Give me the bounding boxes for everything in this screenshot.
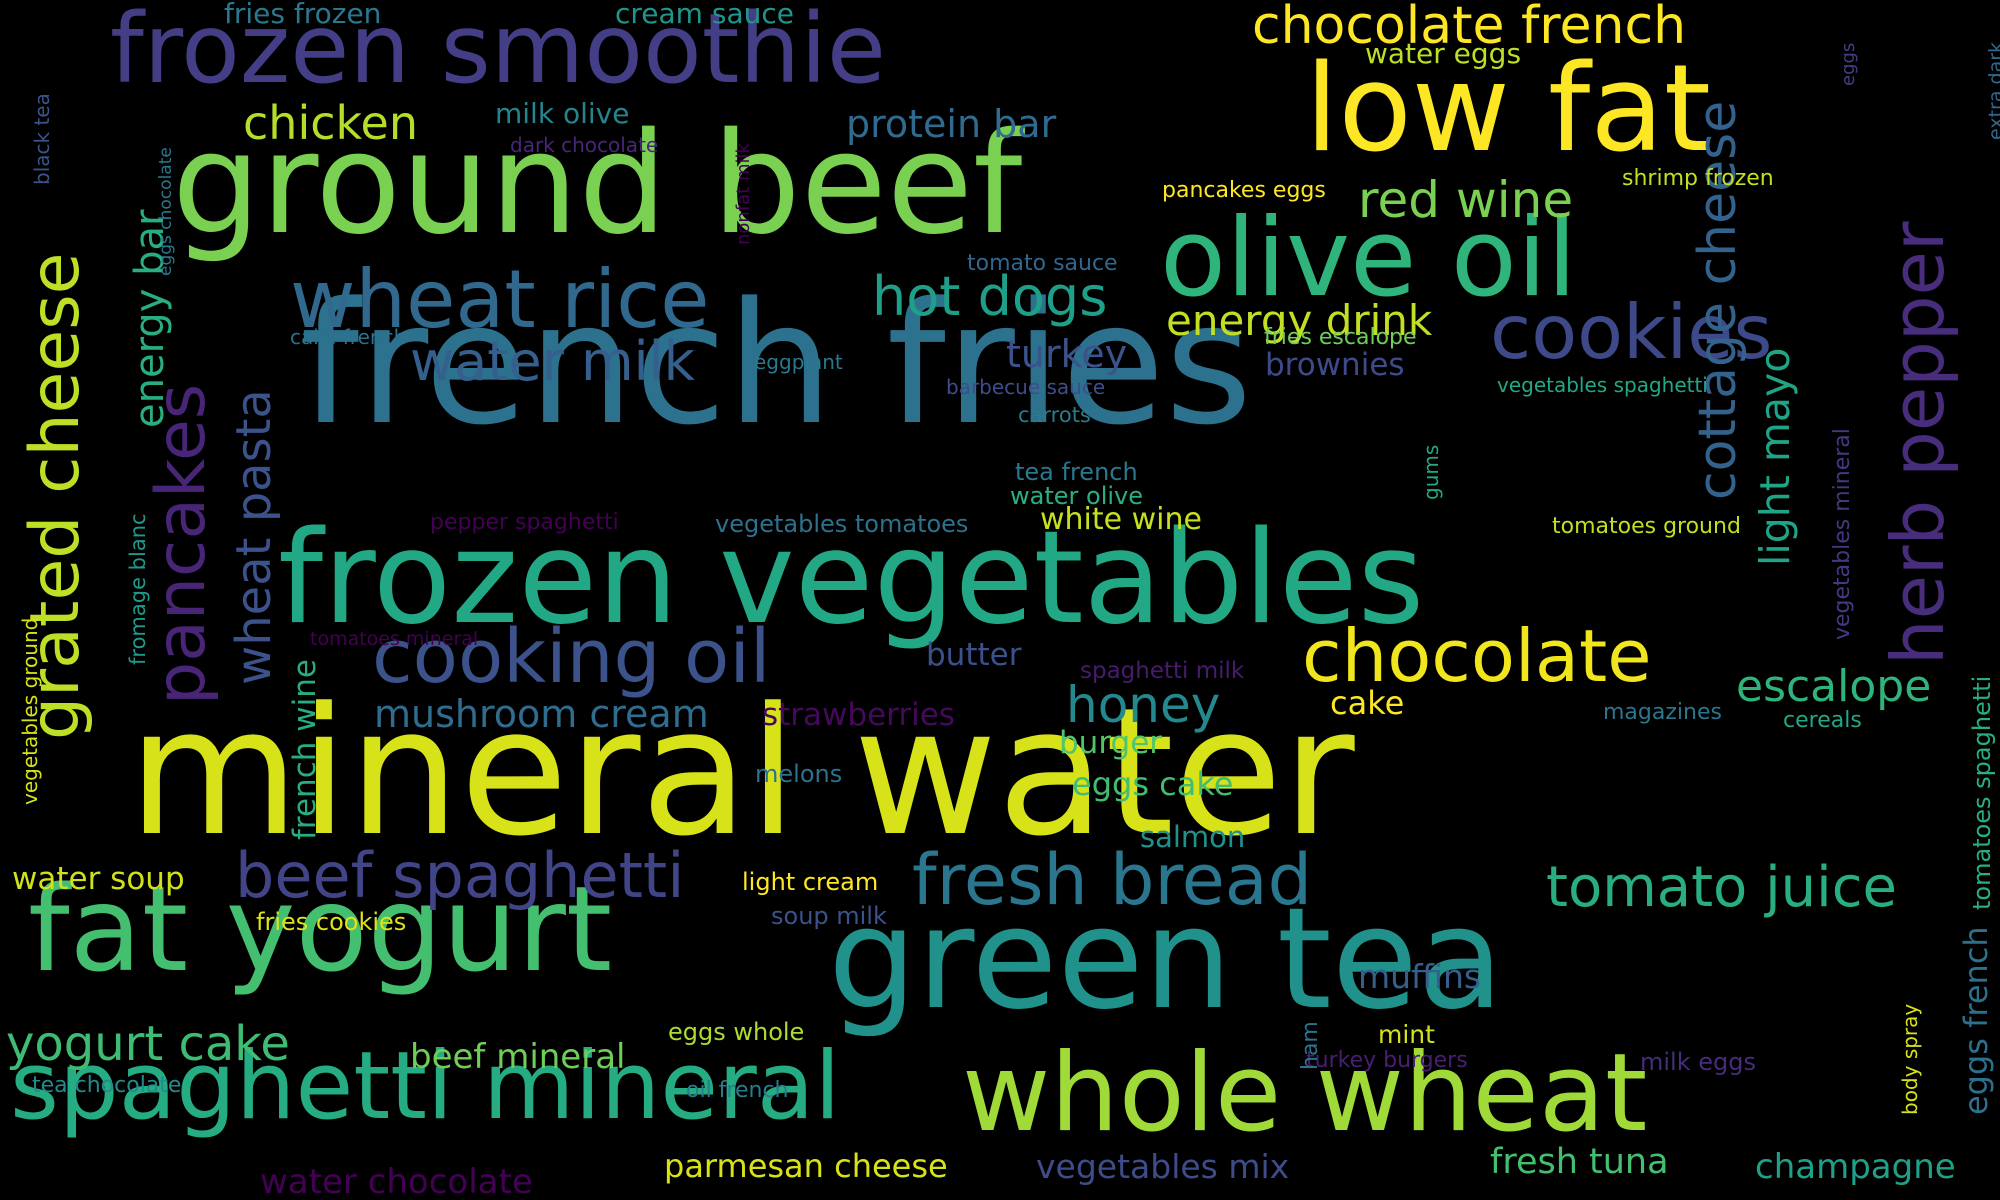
word: low fat: [1305, 40, 1711, 179]
word: vegetables mineral: [1830, 428, 1855, 640]
word: carrots: [1018, 403, 1091, 427]
word: cereals: [1783, 708, 1862, 733]
word: vegetables mix: [1036, 1147, 1290, 1186]
word: tea chocolate: [32, 1073, 182, 1098]
word: beef mineral: [410, 1037, 626, 1077]
word: fries frozen: [224, 0, 382, 30]
word: muffins: [1358, 957, 1482, 996]
word: nonfat milk: [733, 143, 754, 245]
word: herb pepper: [1876, 221, 1960, 665]
word: eggs whole: [668, 1018, 805, 1046]
word: eggplant: [754, 350, 843, 374]
word: water eggs: [1365, 37, 1522, 70]
word: cooking oil: [372, 614, 771, 700]
word: protein bar: [846, 102, 1057, 146]
word: extra dark: [1985, 41, 2000, 140]
word: gums: [1419, 444, 1443, 500]
word: energy drink: [1166, 296, 1433, 345]
word: pepper spaghetti: [430, 510, 619, 535]
word: turkey: [1006, 332, 1128, 376]
word: parmesan cheese: [664, 1147, 948, 1185]
word: tomato sauce: [967, 251, 1118, 276]
word: pancakes: [142, 383, 221, 705]
word: soup milk: [771, 902, 887, 930]
word: fries cookies: [256, 908, 407, 936]
word: oil french: [686, 1078, 789, 1103]
word: eggs cake: [1072, 765, 1234, 803]
word: salmon: [1140, 820, 1246, 854]
word: pancakes eggs: [1162, 178, 1326, 203]
word: light cream: [742, 868, 879, 896]
word: fromage blanc: [126, 513, 150, 665]
word: vegetables ground: [18, 617, 42, 805]
word: turkey burgers: [1306, 1048, 1468, 1073]
word: cookies: [1490, 288, 1773, 376]
word: melons: [755, 760, 843, 788]
word: champagne: [1755, 1147, 1956, 1187]
word: olive oil: [1160, 196, 1577, 321]
word: mineral water: [128, 670, 1355, 875]
word: tomatoes spaghetti: [1968, 675, 1996, 910]
word: tomato juice: [1546, 855, 1897, 920]
word: tomatoes mineral: [310, 628, 479, 650]
word: water milk: [410, 330, 695, 393]
word: body spray: [1898, 1003, 1922, 1115]
word: cream sauce: [615, 0, 794, 30]
word: butter: [926, 637, 1022, 673]
word: chicken: [243, 96, 418, 150]
word: yogurt cake: [6, 1016, 290, 1072]
word: whole wheat: [962, 1031, 1648, 1156]
word: ground beef: [172, 103, 1023, 266]
word: tomatoes ground: [1552, 514, 1741, 539]
word: chocolate: [1302, 614, 1652, 698]
word: brownies: [1265, 347, 1405, 383]
word: vegetables tomatoes: [715, 510, 969, 538]
word: cake: [1330, 684, 1405, 722]
word: chocolate french: [1252, 0, 1687, 56]
word: spaghetti milk: [1080, 658, 1245, 684]
word: milk eggs: [1640, 1048, 1756, 1076]
word: spaghetti mineral: [10, 1032, 841, 1141]
word: white wine: [1040, 502, 1202, 537]
word: cake french: [290, 325, 407, 349]
word: shrimp frozen: [1622, 166, 1774, 191]
word: barbecue sauce: [946, 375, 1106, 399]
word: water soup: [12, 861, 185, 897]
word: dark chocolate: [510, 133, 659, 157]
word: honey: [1066, 676, 1221, 734]
word: black tea: [30, 93, 54, 185]
word: strawberries: [762, 697, 955, 733]
word: hot dogs: [872, 265, 1108, 328]
word: tea french: [1015, 458, 1138, 486]
word: burger: [1059, 725, 1163, 761]
word: mint: [1378, 1020, 1435, 1049]
word: ham: [1298, 1021, 1323, 1070]
word: red wine: [1358, 171, 1574, 229]
word: wheat pasta: [226, 389, 282, 685]
word: escalope: [1736, 661, 1932, 712]
word: beef spaghetti: [235, 839, 685, 912]
word: water olive: [1010, 482, 1143, 510]
word: fresh bread: [912, 839, 1313, 921]
word: eggs french: [1957, 926, 1995, 1115]
word: wheat rice: [290, 253, 710, 346]
word: mushroom cream: [374, 692, 709, 736]
word: fries escalope: [1264, 325, 1417, 350]
word: cottage cheese: [1688, 100, 1748, 500]
word: french fries: [300, 266, 1253, 462]
word: milk olive: [495, 97, 630, 130]
word: fresh tuna: [1490, 1142, 1669, 1182]
word: eggs chocolate: [156, 147, 176, 276]
word: light mayo: [1751, 347, 1799, 566]
word: water chocolate: [260, 1162, 533, 1200]
word: eggs: [1838, 42, 1859, 86]
word: french wine: [287, 659, 323, 840]
word: frozen smoothie: [110, 0, 886, 105]
word: frozen vegetables: [278, 504, 1425, 653]
word: magazines: [1603, 700, 1722, 725]
word: green tea: [828, 878, 1504, 1041]
word: vegetables spaghetti: [1497, 373, 1708, 397]
word: fat yogurt: [28, 860, 613, 998]
